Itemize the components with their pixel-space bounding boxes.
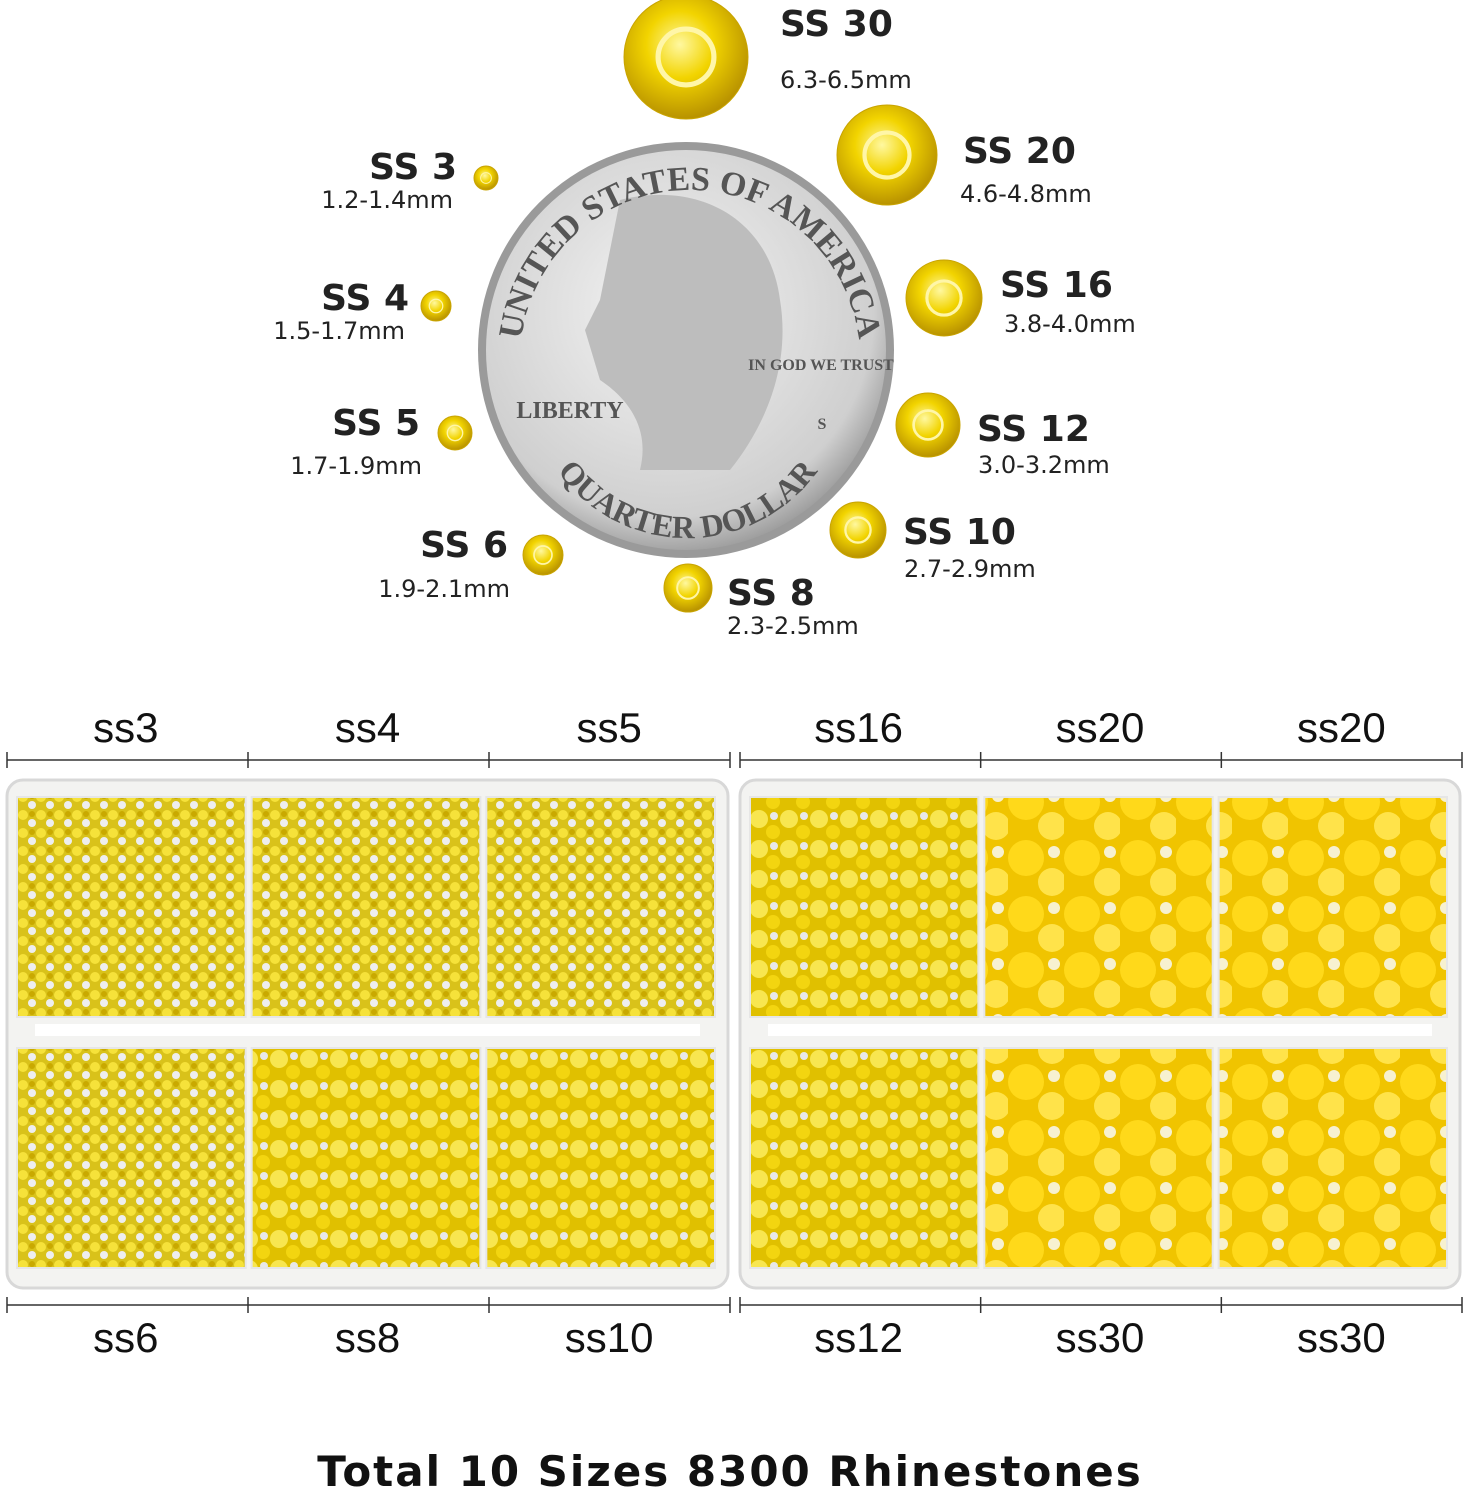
size-mm: 1.9-2.1mm [378, 575, 510, 603]
size-label: SS 5 [332, 403, 420, 444]
rhinestone-facet [844, 516, 872, 544]
rhinestone [522, 534, 564, 576]
compartment-label: ss3 [93, 704, 158, 751]
compartment [983, 1047, 1214, 1269]
rhinestone-facet [480, 172, 492, 184]
compartment [16, 796, 247, 1018]
coin: UNITED STATES OF AMERICA QUARTER DOLLAR … [478, 142, 894, 558]
compartment-label: ss16 [814, 704, 903, 751]
compartment-label: ss20 [1297, 704, 1386, 751]
rhinestone-facet [428, 298, 444, 314]
rhinestone [663, 563, 713, 613]
compartment-label: ss12 [814, 1314, 903, 1361]
compartment [250, 1047, 482, 1269]
compartment [1217, 1047, 1448, 1269]
divider [35, 1024, 700, 1036]
compartment [485, 796, 717, 1018]
compartment-label: ss6 [93, 1314, 158, 1361]
rhinestone-facet [446, 424, 464, 442]
coin-liberty: LIBERTY [516, 398, 623, 424]
rhinestone [437, 415, 473, 451]
rhinestone-facet [676, 576, 700, 600]
compartment-label: ss10 [565, 1314, 654, 1361]
compartment [250, 796, 482, 1018]
rhinestone [623, 0, 749, 120]
compartment-label: ss30 [1056, 1314, 1145, 1361]
compartment-label: ss4 [335, 704, 400, 751]
compartment [485, 1047, 717, 1269]
rhinestone-facet [925, 279, 963, 317]
size-mm: 3.8-4.0mm [1004, 310, 1136, 338]
compartment-label: ss8 [335, 1314, 400, 1361]
size-mm: 2.3-2.5mm [727, 612, 859, 640]
size-mm: 6.3-6.5mm [780, 66, 912, 94]
rhinestone [895, 392, 961, 458]
compartment [16, 1047, 247, 1269]
size-mm: 2.7-2.9mm [904, 555, 1036, 583]
compartment [749, 1047, 980, 1269]
rhinestone-facet [912, 409, 944, 441]
size-label: SS 3 [369, 147, 457, 188]
size-label: SS 6 [420, 525, 508, 566]
compartment-label: ss5 [576, 704, 641, 751]
size-label: SS 4 [321, 278, 409, 319]
size-label: SS 30 [780, 4, 893, 45]
footer-title: Total 10 Sizes 8300 Rhinestones [317, 1447, 1143, 1496]
compartment [983, 796, 1214, 1018]
size-mm: 1.2-1.4mm [321, 186, 453, 214]
rhinestone-facet [655, 26, 717, 88]
compartment-label: ss30 [1297, 1314, 1386, 1361]
rhinestone [420, 290, 452, 322]
compartment [1217, 796, 1448, 1018]
rhinestone [829, 501, 887, 559]
rhinestone-facet [533, 545, 553, 565]
size-label: SS 8 [727, 573, 815, 614]
rhinestone [905, 259, 983, 337]
size-label: SS 10 [903, 512, 1016, 553]
rhinestone-facet [862, 130, 912, 180]
compartment-label: ss20 [1056, 704, 1145, 751]
size-label: SS 20 [963, 131, 1076, 172]
divider [768, 1024, 1432, 1036]
size-mm: 4.6-4.8mm [960, 180, 1092, 208]
size-label: SS 16 [1000, 265, 1113, 306]
size-label: SS 12 [977, 409, 1090, 450]
size-mm: 1.7-1.9mm [290, 452, 422, 480]
coin-mint: S [818, 416, 827, 433]
size-mm: 1.5-1.7mm [273, 317, 405, 345]
size-mm: 3.0-3.2mm [978, 451, 1110, 479]
compartment [749, 796, 980, 1018]
rhinestone [836, 104, 938, 206]
rhinestone [473, 165, 499, 191]
coin-motto: IN GOD WE TRUST [748, 357, 894, 374]
